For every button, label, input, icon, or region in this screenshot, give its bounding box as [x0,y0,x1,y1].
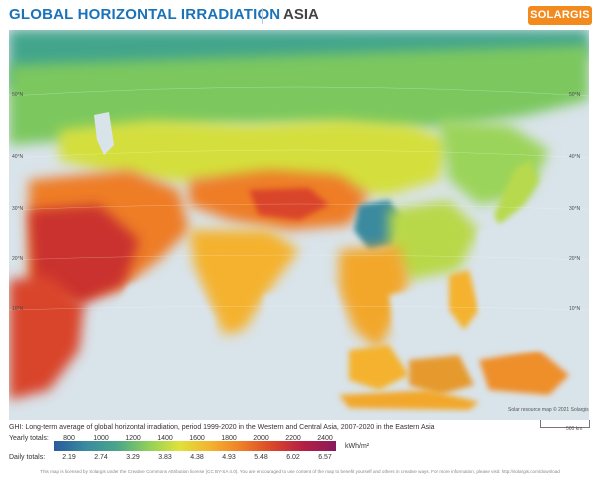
daily-tick-7: 6.02 [286,454,300,461]
yearly-tick-8: 2400 [317,435,333,442]
latitude-labels-left: 50°N 40°N 30°N 20°N 10°N [12,92,24,312]
yearly-tick-5: 1800 [221,435,237,442]
solargis-logo[interactable]: SOLARGIS [528,6,592,25]
daily-tick-0: 2.19 [62,454,76,461]
lat-label-right-30: 30°N [569,206,581,212]
daily-tick-2: 3.29 [126,454,140,461]
lat-label-right-10: 10°N [569,306,581,312]
lat-label-left-50: 50°N [12,92,24,98]
lat-label-left-20: 20°N [12,256,24,262]
yearly-tick-6: 2000 [253,435,269,442]
daily-tick-5: 4.93 [222,454,236,461]
yearly-tick-1: 1000 [93,435,109,442]
legend-colorbar [54,441,336,451]
lat-label-left-30: 30°N [12,206,24,212]
lat-label-right-20: 20°N [569,256,581,262]
region-name: ASIA [283,6,319,23]
daily-tick-1: 2.74 [94,454,108,461]
legend-unit: kWh/m² [345,443,370,450]
yearly-tick-7: 2200 [285,435,301,442]
yearly-tick-2: 1200 [125,435,141,442]
lat-label-right-50: 50°N [569,92,581,98]
land-irradiation [9,30,589,410]
lat-label-left-10: 10°N [12,306,24,312]
legend-description: GHI: Long-term average of global horizon… [9,424,435,431]
daily-tick-3: 3.83 [158,454,172,461]
header-divider [262,8,263,24]
scale-bar [540,420,590,428]
lat-label-right-40: 40°N [569,154,581,160]
license-text: This map is licensed by Solargis under t… [40,469,560,474]
page-title: GLOBAL HORIZONTAL IRRADIATION [9,6,281,23]
yearly-tick-3: 1400 [157,435,173,442]
daily-tick-6: 5.48 [254,454,268,461]
map-credit: Solar resource map © 2021 Solargis [508,407,589,413]
latitude-lines [9,86,589,311]
latitude-labels-right: 50°N 40°N 30°N 20°N 10°N [569,92,581,312]
yearly-totals-label: Yearly totals: [9,435,49,442]
lat-label-left-40: 40°N [12,154,24,160]
yearly-tick-0: 800 [63,435,75,442]
daily-tick-8: 6.57 [318,454,332,461]
scale-bar-label: 500 km [566,426,583,432]
daily-tick-4: 4.38 [190,454,204,461]
yearly-tick-4: 1600 [189,435,205,442]
daily-totals-label: Daily totals: [9,454,46,461]
ghi-map: 50°N 40°N 30°N 20°N 10°N 50°N 40°N 30°N … [9,30,589,420]
header: GLOBAL HORIZONTAL IRRADIATION ASIA SOLAR… [0,0,600,30]
